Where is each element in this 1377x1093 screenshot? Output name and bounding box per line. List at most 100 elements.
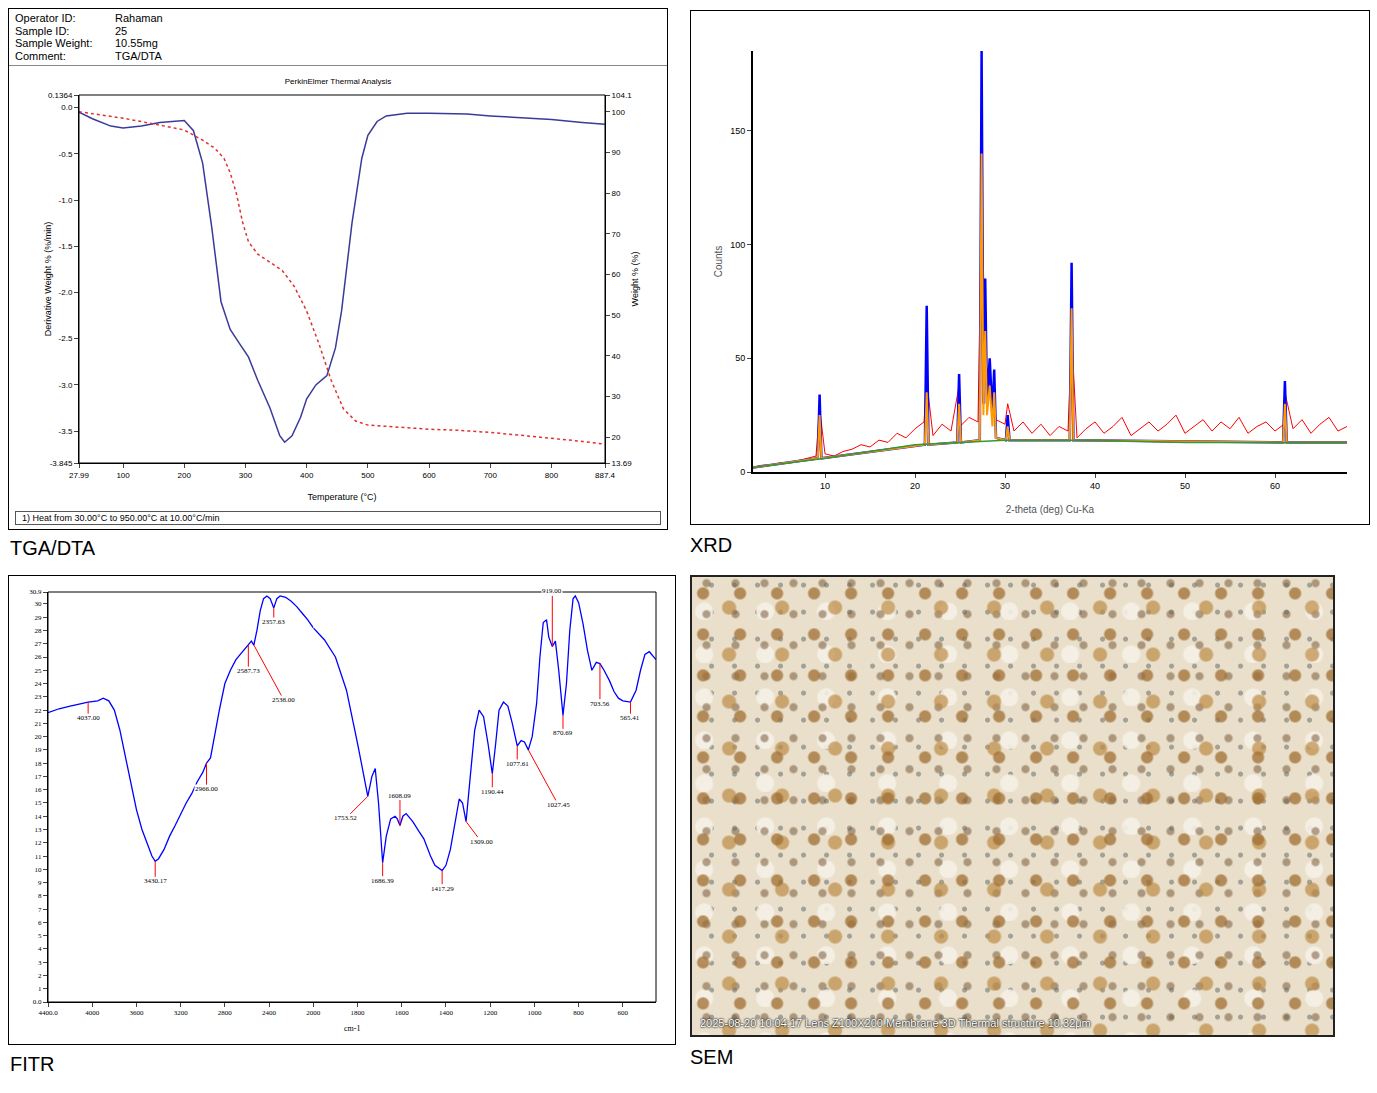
svg-text:1800: 1800 <box>351 1009 366 1017</box>
svg-text:90: 90 <box>612 148 621 157</box>
svg-text:1417.29: 1417.29 <box>431 885 454 893</box>
svg-text:2400: 2400 <box>262 1009 277 1017</box>
svg-text:3600: 3600 <box>129 1009 144 1017</box>
svg-text:200: 200 <box>178 471 192 480</box>
svg-text:8: 8 <box>38 892 42 900</box>
svg-text:1: 1 <box>38 985 42 993</box>
svg-text:23: 23 <box>35 693 43 701</box>
svg-text:1309.00: 1309.00 <box>470 838 493 846</box>
svg-text:4000: 4000 <box>85 1009 100 1017</box>
svg-text:100: 100 <box>116 471 130 480</box>
svg-text:2538.00: 2538.00 <box>272 696 295 704</box>
svg-text:2587.73: 2587.73 <box>237 667 260 675</box>
svg-text:-2.0: -2.0 <box>59 288 73 297</box>
svg-text:19: 19 <box>35 746 43 754</box>
svg-text:2966.00: 2966.00 <box>195 785 218 793</box>
svg-text:14: 14 <box>35 813 43 821</box>
svg-text:27: 27 <box>35 640 43 648</box>
svg-text:Temperature (°C): Temperature (°C) <box>307 492 376 502</box>
svg-text:800: 800 <box>573 1009 584 1017</box>
svg-text:870.69: 870.69 <box>553 729 573 737</box>
svg-text:20: 20 <box>35 733 43 741</box>
svg-text:1753.52: 1753.52 <box>334 814 357 822</box>
svg-text:25: 25 <box>35 667 43 675</box>
svg-text:27.99: 27.99 <box>69 471 90 480</box>
svg-text:PerkinElmer Thermal Analysis: PerkinElmer Thermal Analysis <box>285 77 392 86</box>
svg-text:50: 50 <box>612 311 621 320</box>
svg-text:600: 600 <box>422 471 436 480</box>
svg-text:60: 60 <box>1270 481 1280 491</box>
svg-text:-0.5: -0.5 <box>59 150 73 159</box>
svg-text:100: 100 <box>730 240 745 250</box>
svg-text:11: 11 <box>35 853 42 861</box>
svg-text:13: 13 <box>35 826 43 834</box>
svg-text:15: 15 <box>35 799 43 807</box>
svg-text:600: 600 <box>618 1009 629 1017</box>
svg-text:0.1364: 0.1364 <box>48 91 73 100</box>
svg-text:2-theta (deg) Cu-Ka: 2-theta (deg) Cu-Ka <box>1006 504 1095 515</box>
svg-text:400: 400 <box>300 471 314 480</box>
svg-text:30: 30 <box>612 392 621 401</box>
svg-text:1000: 1000 <box>527 1009 542 1017</box>
svg-text:28: 28 <box>35 627 43 635</box>
svg-text:1608.09: 1608.09 <box>388 792 411 800</box>
svg-text:1027.45: 1027.45 <box>547 801 570 809</box>
svg-text:16: 16 <box>35 786 43 794</box>
svg-text:919.00: 919.00 <box>542 587 562 595</box>
svg-text:9: 9 <box>38 879 42 887</box>
svg-text:10: 10 <box>35 866 43 874</box>
svg-text:887.4: 887.4 <box>595 471 616 480</box>
svg-text:500: 500 <box>361 471 375 480</box>
svg-text:30: 30 <box>1000 481 1010 491</box>
svg-text:2000: 2000 <box>306 1009 321 1017</box>
svg-text:6: 6 <box>38 919 42 927</box>
svg-text:50: 50 <box>1180 481 1190 491</box>
svg-text:-1.5: -1.5 <box>59 242 73 251</box>
svg-text:3200: 3200 <box>174 1009 189 1017</box>
svg-text:30.9: 30.9 <box>29 588 42 596</box>
svg-text:0: 0 <box>740 467 745 477</box>
svg-text:1400: 1400 <box>439 1009 454 1017</box>
svg-text:800: 800 <box>545 471 559 480</box>
svg-text:0.0: 0.0 <box>61 103 73 112</box>
svg-text:703.56: 703.56 <box>590 700 610 708</box>
svg-text:20: 20 <box>910 481 920 491</box>
svg-text:700: 700 <box>484 471 498 480</box>
svg-text:30: 30 <box>35 600 43 608</box>
svg-text:Derivative Weight % (%/min): Derivative Weight % (%/min) <box>43 222 53 336</box>
svg-text:3430.17: 3430.17 <box>144 877 167 885</box>
svg-text:1200: 1200 <box>483 1009 498 1017</box>
svg-text:300: 300 <box>239 471 253 480</box>
svg-text:100: 100 <box>612 107 626 116</box>
svg-text:10: 10 <box>820 481 830 491</box>
svg-text:70: 70 <box>612 230 621 239</box>
svg-text:7: 7 <box>38 906 42 914</box>
svg-text:20: 20 <box>612 433 621 442</box>
svg-text:13.69: 13.69 <box>612 459 633 468</box>
svg-text:-3.5: -3.5 <box>59 427 73 436</box>
svg-text:21: 21 <box>35 720 43 728</box>
svg-text:565.41: 565.41 <box>620 714 640 722</box>
svg-text:22: 22 <box>35 707 43 715</box>
svg-text:29: 29 <box>35 614 43 622</box>
svg-text:0.0: 0.0 <box>33 998 42 1006</box>
svg-text:104.1: 104.1 <box>612 91 633 100</box>
svg-text:60: 60 <box>612 270 621 279</box>
svg-text:2357.63: 2357.63 <box>262 618 285 626</box>
svg-text:2: 2 <box>38 972 42 980</box>
svg-text:18: 18 <box>35 760 43 768</box>
svg-text:cm-1: cm-1 <box>344 1024 360 1033</box>
svg-text:80: 80 <box>612 189 621 198</box>
svg-text:Weight % (%): Weight % (%) <box>630 252 640 307</box>
svg-text:1190.44: 1190.44 <box>481 788 504 796</box>
svg-text:3: 3 <box>38 959 42 967</box>
svg-text:1077.61: 1077.61 <box>506 760 529 768</box>
svg-text:4037.00: 4037.00 <box>77 714 100 722</box>
svg-text:24: 24 <box>35 680 43 688</box>
svg-text:40: 40 <box>1090 481 1100 491</box>
svg-text:1686.39: 1686.39 <box>371 877 394 885</box>
svg-text:12: 12 <box>35 839 43 847</box>
svg-text:-3.0: -3.0 <box>59 381 73 390</box>
svg-text:40: 40 <box>612 352 621 361</box>
svg-text:50: 50 <box>735 353 745 363</box>
